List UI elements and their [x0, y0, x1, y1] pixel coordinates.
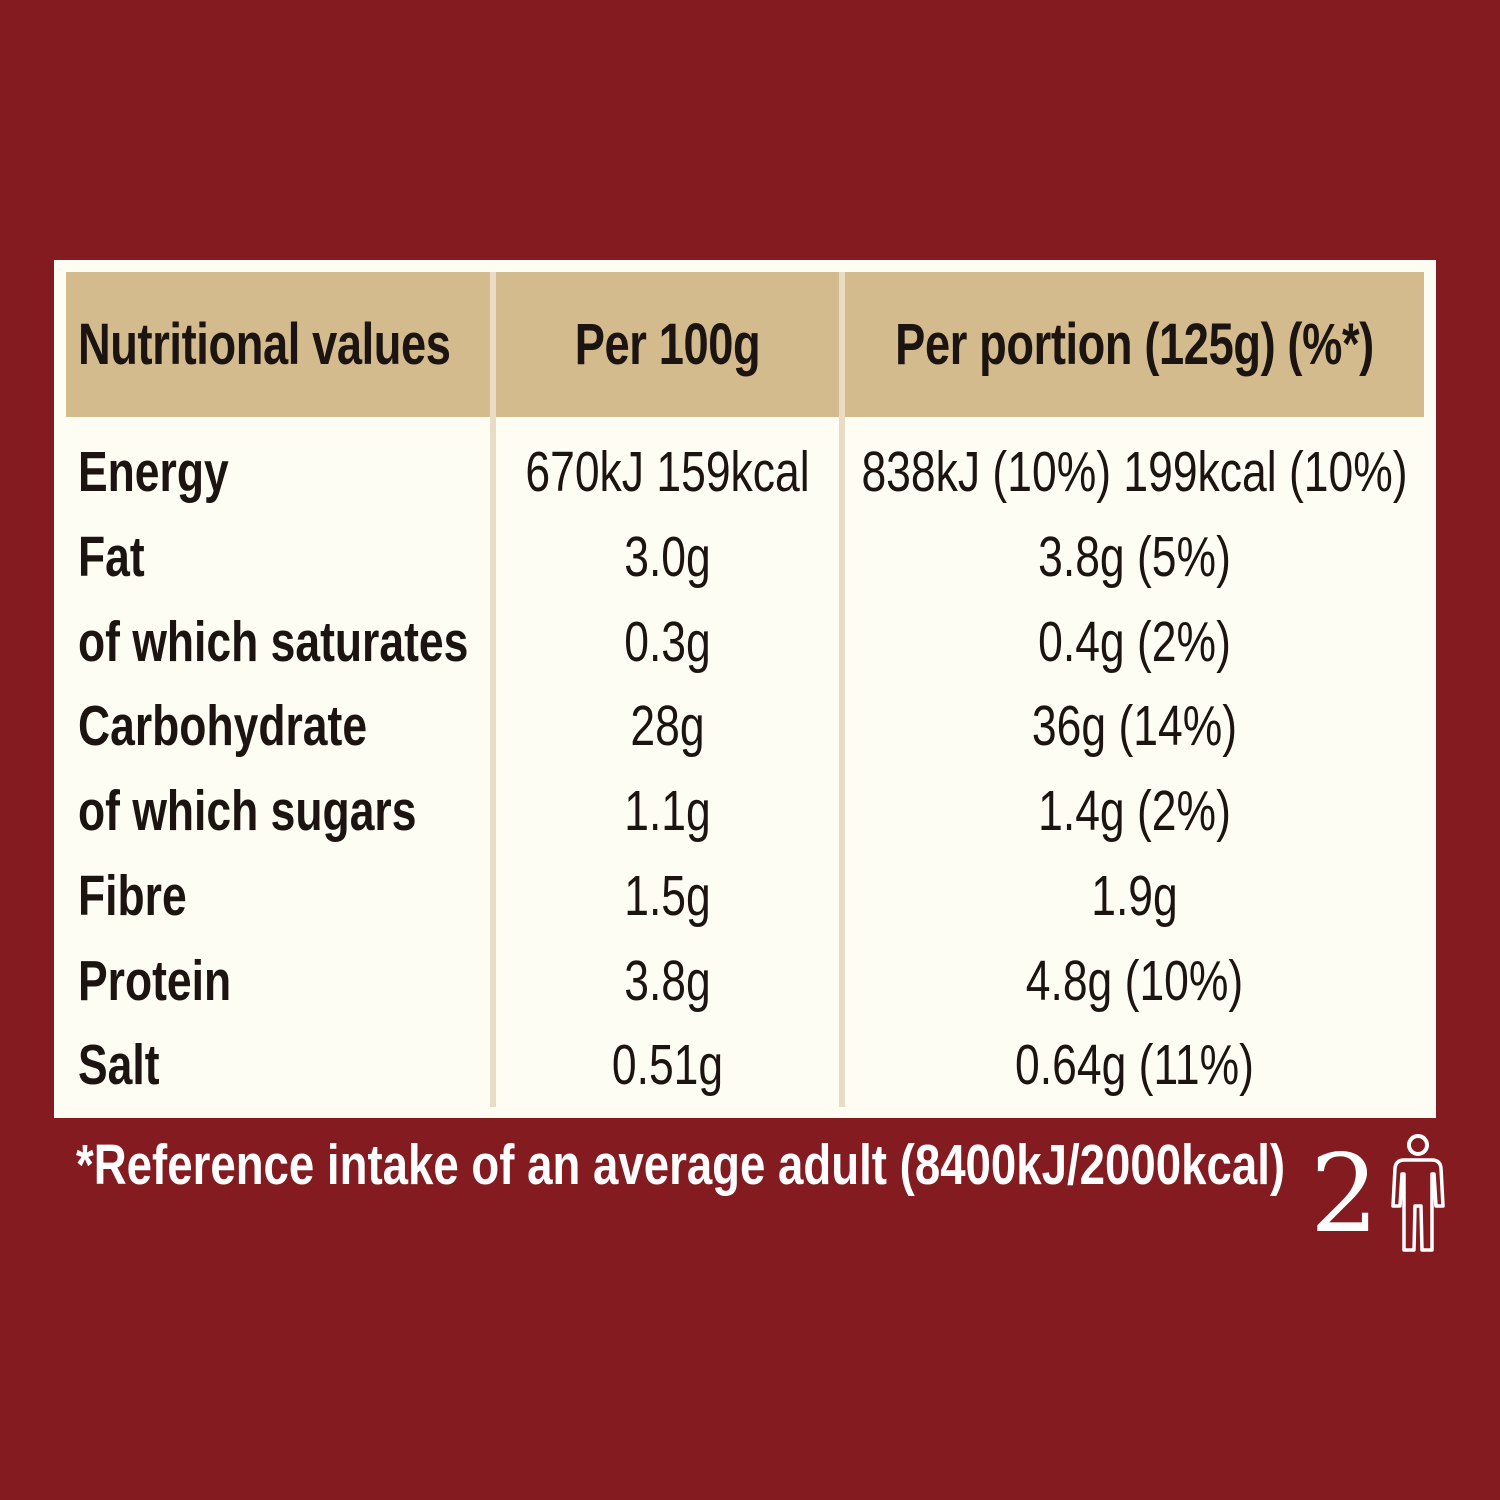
header-cell-per-portion [845, 272, 1424, 417]
row-per-100g: 670kJ 159kcal [525, 440, 810, 504]
reference-intake-footnote: *Reference intake of an average adult (8… [76, 1133, 1286, 1197]
header-cell-nutrient [66, 272, 490, 417]
row-label: Energy [78, 440, 229, 504]
row-per-100g: 28g [630, 694, 705, 758]
row-per-100g: 0.51g [611, 1033, 724, 1097]
row-per-100g: 1.5g [624, 864, 711, 928]
header-per-portion: Per portion (125g) (%*) [895, 312, 1374, 377]
portions-indicator: 2 [1310, 1130, 1450, 1260]
person-icon [1391, 1134, 1445, 1252]
portions-count: 2 [1310, 1132, 1379, 1257]
header-per-100g: Per 100g [574, 312, 761, 377]
row-per-portion: 1.9g [1091, 864, 1178, 928]
header-cell-per-100g [496, 272, 839, 417]
column-divider [490, 272, 496, 1107]
row-label: Carbohydrate [78, 694, 368, 758]
row-label: Fibre [78, 864, 187, 928]
row-label: of which saturates [78, 610, 469, 674]
row-per-100g: 3.8g [624, 949, 711, 1013]
row-per-100g: 1.1g [624, 779, 711, 843]
nutrition-table: Nutritional values Per 100g Per portion … [54, 260, 1436, 1118]
row-label: Fat [78, 525, 145, 589]
column-divider [839, 272, 845, 1107]
row-per-portion: 36g (14%) [1031, 694, 1238, 758]
row-per-100g: 0.3g [624, 610, 711, 674]
row-label: of which sugars [78, 779, 417, 843]
header-nutrient: Nutritional values [78, 312, 451, 377]
row-per-portion: 838kJ (10%) 199kcal (10%) [861, 440, 1408, 504]
row-per-portion: 0.64g (11%) [1015, 1033, 1254, 1097]
row-per-portion: 3.8g (5%) [1038, 525, 1231, 589]
row-per-100g: 3.0g [624, 525, 711, 589]
row-label: Salt [78, 1033, 160, 1097]
row-per-portion: 1.4g (2%) [1038, 779, 1231, 843]
row-label: Protein [78, 949, 232, 1013]
row-per-portion: 0.4g (2%) [1038, 610, 1231, 674]
row-per-portion: 4.8g (10%) [1025, 949, 1244, 1013]
